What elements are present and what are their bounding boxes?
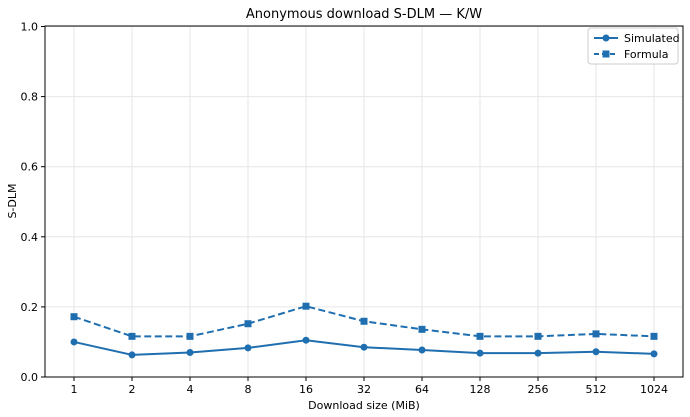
legend-marker-simulated (602, 34, 610, 42)
x-tick-label: 1 (71, 383, 78, 396)
data-point-formula (360, 317, 368, 325)
data-point-simulated (418, 346, 426, 354)
data-point-formula (650, 332, 658, 340)
x-axis-label: Download size (MiB) (308, 399, 420, 412)
data-point-formula (128, 332, 136, 340)
data-point-simulated (476, 349, 484, 357)
data-point-formula (418, 325, 426, 333)
data-point-simulated (592, 348, 600, 356)
legend: Simulated Formula (587, 27, 680, 65)
x-tick-label: 64 (415, 383, 429, 396)
data-point-simulated (650, 350, 658, 358)
data-point-simulated (302, 336, 310, 344)
data-point-simulated (244, 344, 252, 352)
data-point-formula (476, 332, 484, 340)
data-point-formula (244, 320, 252, 328)
y-tick-label: 0.0 (21, 371, 39, 384)
x-tick-label: 4 (187, 383, 194, 396)
legend-label-formula: Formula (624, 48, 668, 61)
data-point-simulated (128, 351, 136, 359)
data-point-simulated (70, 338, 78, 346)
series-group (70, 302, 658, 359)
x-tick-label: 16 (299, 383, 313, 396)
y-tick-label: 0.4 (21, 231, 39, 244)
x-tick-label: 1024 (640, 383, 668, 396)
x-tick-label: 8 (245, 383, 252, 396)
x-tick-label: 2 (129, 383, 136, 396)
y-tick-label: 0.6 (21, 161, 39, 174)
legend-marker-formula (602, 50, 610, 58)
data-point-formula (302, 302, 310, 310)
data-point-simulated (534, 349, 542, 357)
x-tick-label: 256 (528, 383, 549, 396)
data-point-formula (186, 332, 194, 340)
y-ticks: 0.0 0.2 0.4 0.6 0.8 1.0 (21, 21, 45, 384)
x-tick-label: 512 (586, 383, 607, 396)
legend-label-simulated: Simulated (624, 32, 680, 45)
y-tick-label: 0.8 (21, 91, 39, 104)
chart-title: Anonymous download S-DLM — K/W (246, 7, 482, 22)
data-point-formula (592, 330, 600, 338)
data-point-formula (70, 313, 78, 321)
data-point-simulated (360, 343, 368, 351)
x-tick-label: 128 (470, 383, 491, 396)
y-tick-label: 0.2 (21, 301, 39, 314)
y-axis-label: S-DLM (6, 183, 19, 218)
data-point-formula (534, 332, 542, 340)
y-tick-label: 1.0 (21, 21, 39, 34)
x-tick-label: 32 (357, 383, 371, 396)
data-point-simulated (186, 348, 194, 356)
x-ticks: 1 2 4 8 16 32 64 128 256 512 1024 (71, 377, 668, 396)
